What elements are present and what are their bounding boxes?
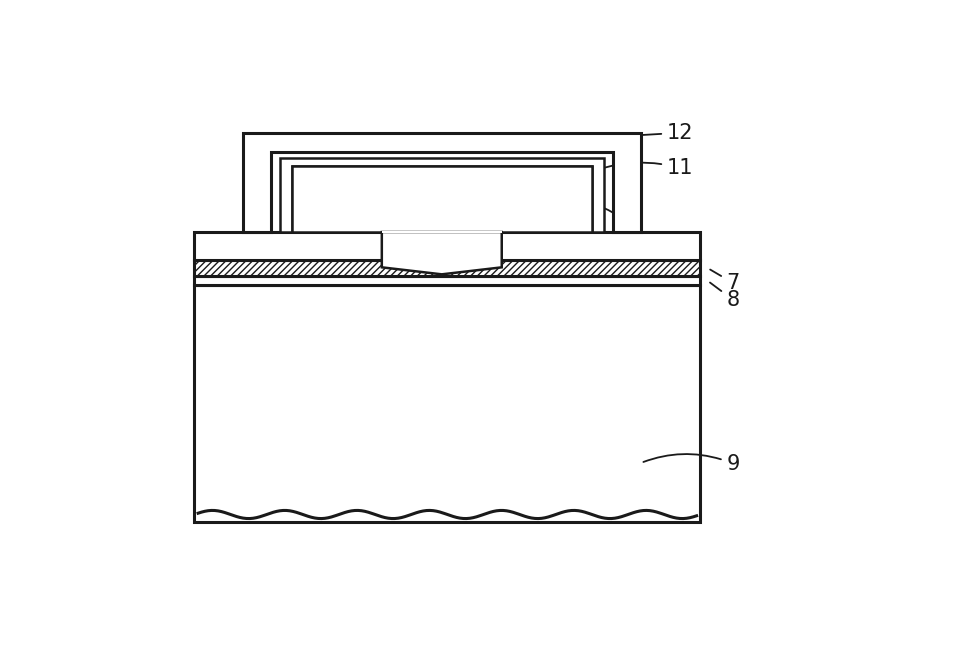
Bar [194,276,701,286]
Polygon shape [243,133,641,232]
Text: 7: 7 [710,270,739,293]
Bar [382,231,502,233]
Text: 8: 8 [710,282,739,310]
Text: 9: 9 [643,453,740,473]
Bar [194,260,701,276]
Text: 12: 12 [640,123,693,143]
Text: 11: 11 [605,159,693,178]
Bar [292,167,591,232]
Bar [194,286,701,522]
Polygon shape [382,232,502,274]
Polygon shape [280,158,604,232]
Text: 2: 2 [587,203,647,253]
Bar [194,232,701,260]
